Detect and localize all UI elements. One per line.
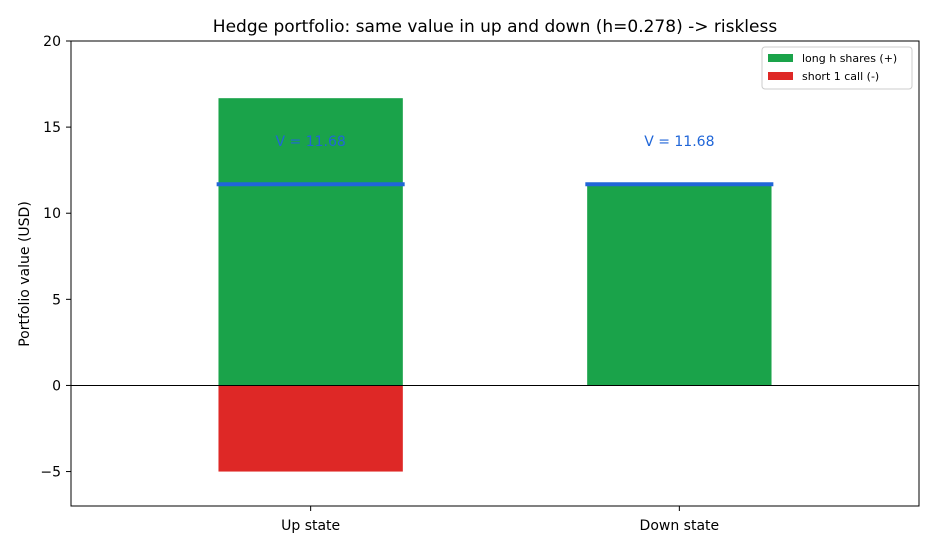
legend-swatch-1 — [768, 72, 793, 80]
x-tick-label-1: Down state — [640, 518, 720, 534]
portfolio-value-label-0: V = 11.68 — [276, 134, 346, 150]
legend-label-1: short 1 call (-) — [802, 70, 879, 83]
y-tick-label-20: 20 — [43, 34, 61, 50]
axes-frame — [70, 40, 920, 507]
y-tick-label-5: 5 — [52, 292, 61, 308]
legend-box — [761, 46, 913, 90]
x-tick-label-0: Up state — [281, 518, 340, 534]
bar-long-shares-0 — [218, 98, 403, 386]
legend-swatch-0 — [768, 54, 793, 62]
bar-short-call-0 — [218, 385, 403, 472]
y-tick-label--5: −5 — [40, 465, 61, 481]
chart-title: Hedge portfolio: same value in up and do… — [213, 17, 778, 37]
y-tick-label-0: 0 — [52, 378, 61, 394]
y-tick-label-15: 15 — [43, 120, 61, 136]
legend-label-0: long h shares (+) — [802, 52, 897, 65]
y-axis-label: Portfolio value (USD) — [17, 201, 33, 347]
y-tick-label-10: 10 — [43, 206, 61, 222]
plot-area: V = 11.68 V = 11.68 −5 0 5 10 15 20 Up state Down… — [40, 34, 920, 534]
bar-long-shares-1 — [587, 184, 772, 386]
portfolio-value-label-1: V = 11.68 — [644, 134, 714, 150]
